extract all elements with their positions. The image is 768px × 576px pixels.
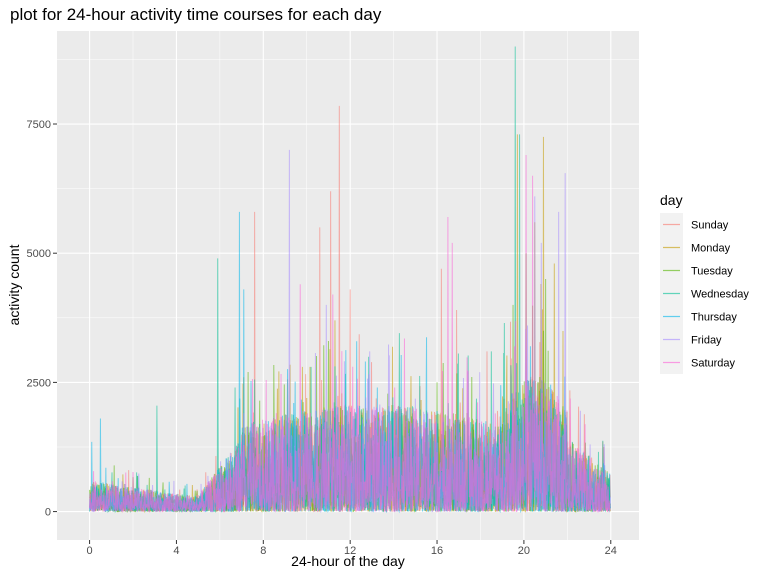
- x-tick-label: 8: [260, 545, 266, 557]
- x-tick-label: 0: [87, 545, 93, 557]
- legend-label-monday: Monday: [691, 243, 731, 255]
- x-tick-label: 4: [173, 545, 179, 557]
- legend-title: day: [660, 192, 683, 208]
- y-tick-label: 5000: [27, 248, 51, 260]
- axes: 0 4 8 12 16 20 24 0 2500 5000 7500: [27, 119, 617, 557]
- x-axis-title: 24-hour of the day: [291, 553, 405, 569]
- series-line-saturday: [89, 155, 611, 514]
- series-lines: [89, 46, 611, 514]
- x-tick-label: 24: [605, 545, 617, 557]
- y-tick-label: 7500: [27, 119, 51, 131]
- legend-label-wednesday: Wednesday: [691, 289, 749, 301]
- x-tick-label: 20: [518, 545, 530, 557]
- x-tick-label: 12: [344, 545, 356, 557]
- chart-title: plot for 24-hour activity time courses f…: [10, 5, 382, 24]
- x-tick-label: 16: [431, 545, 443, 557]
- y-axis-title: activity count: [6, 244, 22, 325]
- y-tick-label: 0: [45, 507, 51, 519]
- legend-label-saturday: Saturday: [691, 358, 736, 370]
- legend-label-tuesday: Tuesday: [691, 266, 733, 278]
- y-tick-label: 2500: [27, 377, 51, 389]
- legend-label-thursday: Thursday: [691, 312, 737, 324]
- legend-label-sunday: Sunday: [691, 220, 729, 232]
- legend-label-friday: Friday: [691, 335, 722, 347]
- legend: day Sunday Monday Tuesday Wednesday Thursday…: [660, 192, 749, 374]
